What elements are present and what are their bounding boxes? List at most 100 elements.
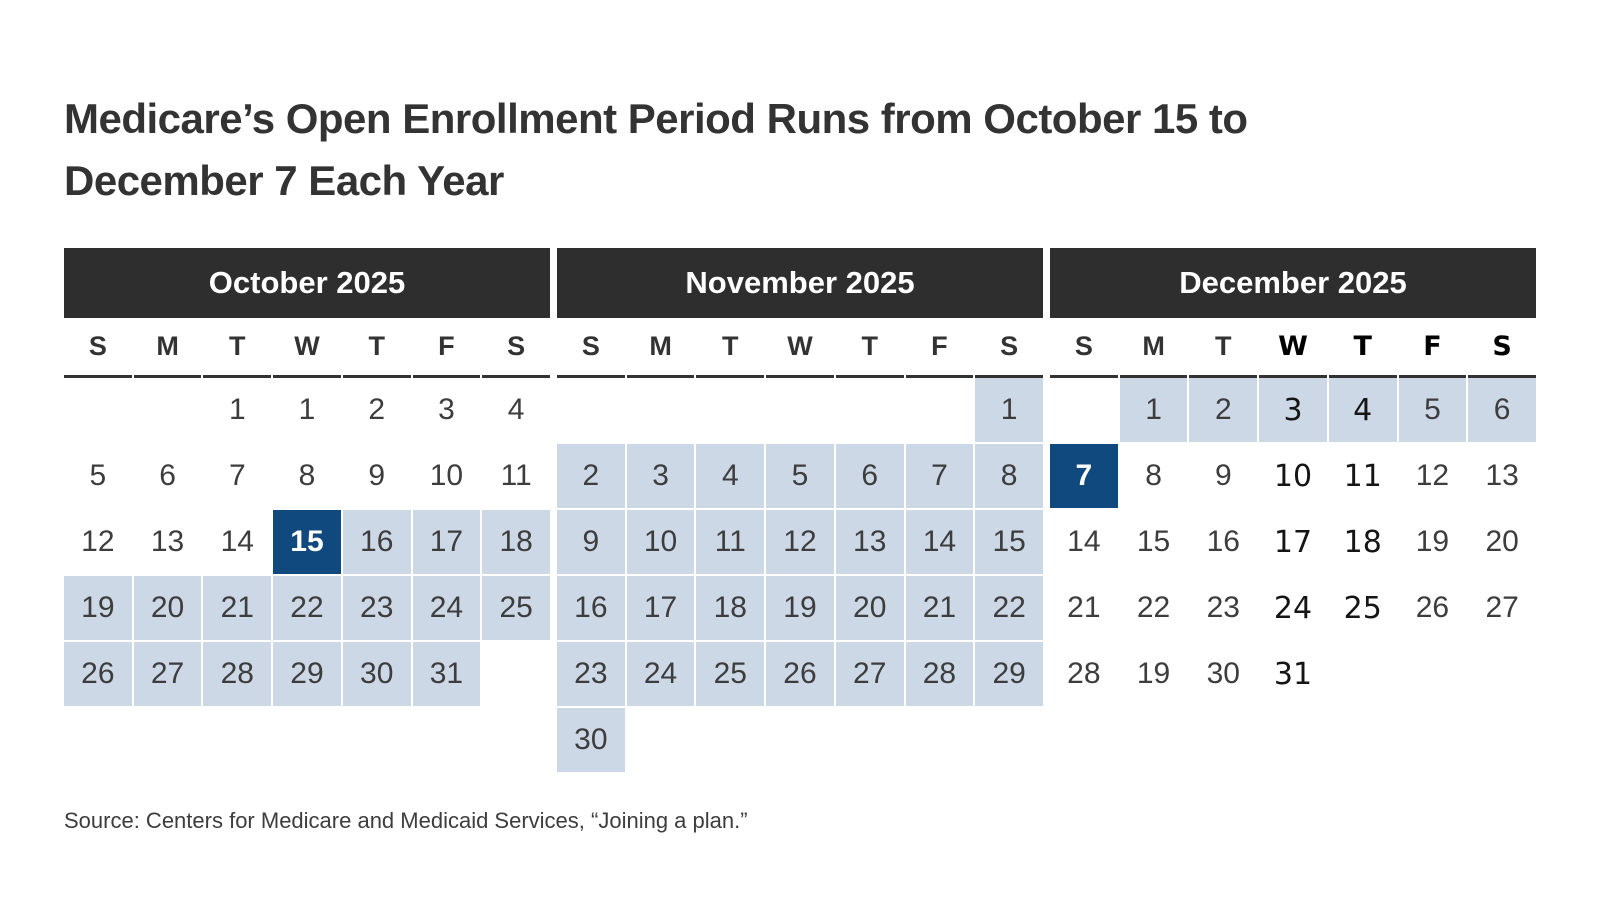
weekday-label: T [1189, 318, 1258, 378]
empty-cell [627, 708, 695, 772]
day-november-3: 3 [626, 444, 695, 508]
empty-cell [1399, 642, 1467, 706]
day-october-28: 28 [203, 642, 272, 706]
weekday-label: T [696, 318, 765, 378]
day-october-22: 22 [273, 576, 341, 640]
day-october-30: 30 [342, 642, 411, 706]
enrollment-calendar-infographic: Medicare’s Open Enrollment Period Runs f… [64, 95, 1536, 833]
day-december-9: 9 [1214, 459, 1232, 492]
weekday-label: S [482, 318, 550, 378]
day-december-20: 20 [1485, 525, 1519, 558]
day-december-13: 13 [1485, 459, 1519, 492]
source-note: Source: Centers for Medicare and Medicai… [64, 808, 748, 833]
day-november-7: 7 [905, 444, 974, 508]
empty-cell [482, 642, 550, 706]
empty-cell [975, 708, 1043, 772]
day-october-31: 31 [412, 642, 481, 706]
empty-cell [766, 378, 834, 442]
day-december-16: 16 [1206, 525, 1240, 558]
day-october-1: 1 [228, 393, 246, 426]
day-november-17: 17 [626, 576, 695, 640]
day-november-29: 29 [975, 642, 1043, 706]
weekday-label: M [1119, 318, 1188, 378]
day-october-21: 21 [203, 576, 272, 640]
month-october-2025: October 2025 S M T W T F S 1 1 2 3 4 5 6 7 8 9 10 11 12 13 14 1… [64, 248, 550, 772]
month-header-november-2025: November 2025 [557, 248, 1043, 318]
day-december-28: 28 [1067, 657, 1101, 690]
day-december-11: 11 [1343, 458, 1382, 494]
day-october-25: 25 [482, 576, 550, 640]
weekday-label: S [975, 318, 1043, 378]
day-november-21: 21 [905, 576, 974, 640]
day-december-18: 18 [1343, 524, 1382, 560]
weekday-label: S [64, 318, 132, 378]
empty-cell [696, 708, 764, 772]
day-november-5: 5 [766, 444, 834, 508]
empty-cell [836, 378, 904, 442]
empty-cell [557, 378, 625, 442]
day-november-11: 11 [696, 510, 765, 574]
day-december-1: 1 [1119, 378, 1188, 442]
day-december-14: 14 [1067, 525, 1101, 558]
empty-cell [766, 708, 834, 772]
day-december-26: 26 [1415, 591, 1450, 624]
weekday-label: S [557, 318, 625, 378]
empty-cell [134, 378, 202, 442]
day-november-8: 8 [975, 444, 1043, 508]
month-header-october-2025: October 2025 [64, 248, 550, 318]
day-october-20: 20 [133, 576, 202, 640]
day-november-24: 24 [626, 642, 695, 706]
month-header-december-2025: December 2025 [1050, 248, 1536, 318]
weekday-label: W [273, 318, 341, 378]
day-october-8: 8 [298, 459, 316, 492]
weekday-label: T [342, 318, 411, 378]
day-november-10: 10 [626, 510, 695, 574]
day-december-2: 2 [1189, 378, 1258, 442]
weekday-label: M [626, 318, 695, 378]
day-december-5: 5 [1398, 378, 1467, 442]
day-november-16: 16 [557, 576, 625, 640]
day-december-19: 19 [1415, 525, 1450, 558]
title-line-2: December 7 Each Year [64, 157, 504, 204]
empty-cell [1329, 642, 1397, 706]
empty-cell [906, 378, 974, 442]
day-november-25: 25 [696, 642, 765, 706]
weekday-label: W [1259, 318, 1327, 378]
empty-cell [1468, 642, 1536, 706]
day-october-29: 29 [273, 642, 341, 706]
day-october-13: 13 [150, 525, 185, 558]
day-november-18: 18 [696, 576, 765, 640]
day-november-27: 27 [835, 642, 904, 706]
day-october-4: 4 [507, 393, 525, 426]
day-october-12: 12 [81, 525, 115, 558]
day-october-27: 27 [133, 642, 202, 706]
day-december-4: 4 [1328, 378, 1397, 442]
day-november-13: 13 [835, 510, 904, 574]
day-october-9: 9 [368, 459, 386, 492]
empty-cell [64, 378, 132, 442]
day-december-22: 22 [1136, 591, 1171, 624]
day-october-24: 24 [412, 576, 481, 640]
day-december-30: 30 [1206, 657, 1240, 690]
day-november-1: 1 [975, 378, 1043, 442]
empty-cell [627, 378, 695, 442]
day-december-12: 12 [1415, 459, 1450, 492]
day-november-4: 4 [696, 444, 765, 508]
day-december-8: 8 [1145, 459, 1162, 492]
weekday-label: S [1468, 318, 1536, 378]
day-october-10: 10 [429, 459, 464, 492]
day-november-28: 28 [905, 642, 974, 706]
day-december-10: 10 [1273, 458, 1313, 494]
day-december-25: 25 [1343, 590, 1382, 626]
day-december-19: 19 [1136, 657, 1171, 690]
month-november-2025: November 2025 S M T W T F S 1 2 3 4 5 6 7 8 9 10 11 12 13 14 1… [557, 248, 1043, 772]
day-october-17: 17 [412, 510, 481, 574]
title-line-1: Medicare’s Open Enrollment Period Runs f… [64, 95, 1248, 142]
empty-cell [906, 708, 974, 772]
day-november-26: 26 [766, 642, 834, 706]
day-october-3: 3 [438, 393, 455, 426]
weekday-label: F [412, 318, 481, 378]
day-october-6: 6 [159, 459, 176, 492]
weekday-label: T [1328, 318, 1397, 378]
